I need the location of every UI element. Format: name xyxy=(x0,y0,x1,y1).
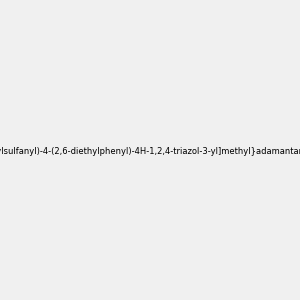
Text: N-{[5-(butan-2-ylsulfanyl)-4-(2,6-diethylphenyl)-4H-1,2,4-triazol-3-yl]methyl}ad: N-{[5-(butan-2-ylsulfanyl)-4-(2,6-diethy… xyxy=(0,147,300,156)
